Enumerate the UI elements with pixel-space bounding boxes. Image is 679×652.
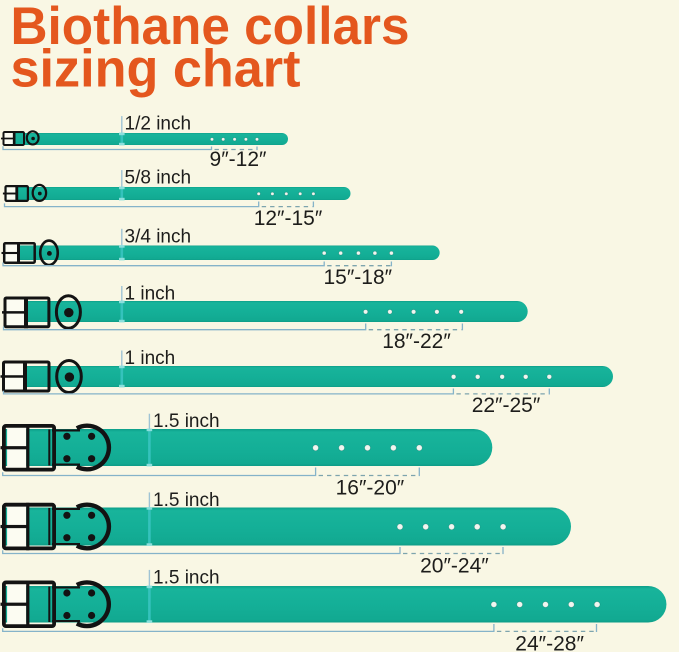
svg-text:Biothane collars: Biothane collars xyxy=(11,0,410,56)
svg-text:3/4 inch: 3/4 inch xyxy=(125,226,192,247)
svg-text:16″-20″: 16″-20″ xyxy=(336,476,405,499)
svg-text:20″-24″: 20″-24″ xyxy=(420,555,489,578)
svg-text:22″-25″: 22″-25″ xyxy=(472,394,541,417)
svg-text:24″-28″: 24″-28″ xyxy=(515,633,584,652)
svg-text:1/2 inch: 1/2 inch xyxy=(125,114,192,135)
svg-text:1 inch: 1 inch xyxy=(125,284,176,305)
svg-text:18″-22″: 18″-22″ xyxy=(382,330,451,353)
svg-text:1.5 inch: 1.5 inch xyxy=(153,411,220,432)
svg-text:1.5 inch: 1.5 inch xyxy=(153,567,220,588)
svg-text:1 inch: 1 inch xyxy=(125,348,176,369)
svg-text:12″-15″: 12″-15″ xyxy=(254,207,323,230)
svg-text:15″-18″: 15″-18″ xyxy=(324,266,393,289)
svg-text:1.5 inch: 1.5 inch xyxy=(153,490,220,511)
svg-text:sizing chart: sizing chart xyxy=(11,40,301,99)
svg-text:5/8 inch: 5/8 inch xyxy=(125,168,192,189)
svg-text:9″-12″: 9″-12″ xyxy=(210,148,267,171)
